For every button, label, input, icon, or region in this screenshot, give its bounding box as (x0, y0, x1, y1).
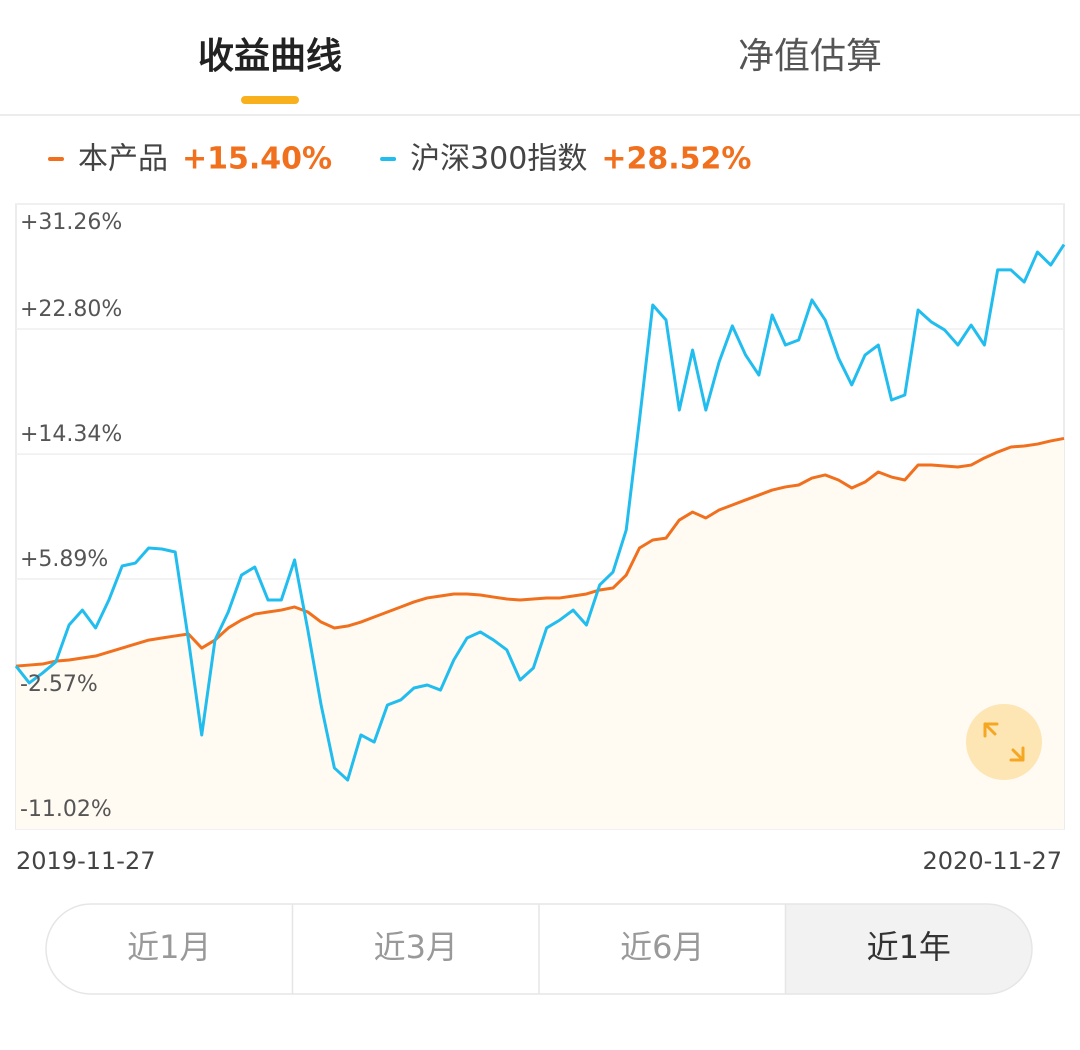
range-button[interactable]: 近6月 (538, 904, 786, 994)
legend-label: 本产品 (78, 142, 168, 177)
y-tick-label: +5.89% (20, 547, 108, 572)
tab-label: 净值估算 (738, 36, 882, 77)
y-tick-label: -11.02% (20, 797, 112, 822)
expand-button[interactable] (966, 704, 1042, 780)
y-tick-label: +31.26% (20, 210, 122, 235)
range-selector-border (45, 903, 1033, 995)
tab[interactable]: 收益曲线 (198, 36, 342, 104)
tab-indicator (241, 96, 299, 104)
range-button-label: 近3月 (374, 928, 458, 966)
legend-value: +15.40% (182, 142, 332, 177)
legend-value: +28.52% (601, 142, 751, 177)
expand-circle (966, 704, 1042, 780)
x-tick-label: 2019-11-27 (16, 847, 155, 875)
range-button-bg (46, 904, 293, 994)
series-line (14, 243, 1066, 782)
range-selector: 近1月 近3月 近6月 近1年 (46, 904, 1032, 994)
range-button-bg (539, 904, 786, 994)
legend-label: 沪深300指数 (410, 142, 587, 177)
plot-area (14, 203, 1066, 830)
x-tick-label: 2020-11-27 (923, 847, 1062, 875)
range-button[interactable]: 近1月 (46, 904, 293, 994)
tab[interactable]: 净值估算 (738, 36, 882, 77)
range-button[interactable]: 近3月 (291, 904, 540, 994)
legend-swatch (48, 157, 64, 161)
range-button-bg (785, 904, 1032, 994)
range-button-bg (292, 904, 539, 994)
tab-label: 收益曲线 (198, 36, 342, 77)
series-area (16, 438, 1064, 829)
legend-entry: 沪深300指数 +28.52% (380, 142, 751, 177)
range-button-label: 近6月 (620, 928, 704, 966)
y-tick-label: -2.57% (20, 672, 98, 697)
legend-entry: 本产品 +15.40% (48, 142, 332, 177)
range-button-label: 近1年 (867, 928, 951, 966)
range-button[interactable]: 近1年 (784, 904, 1033, 994)
expand-icon (983, 722, 1025, 762)
range-button-label: 近1月 (127, 928, 211, 966)
series-line (15, 436, 1065, 668)
y-tick-label: +22.80% (20, 297, 122, 322)
legend-swatch (380, 157, 397, 161)
y-tick-label: +14.34% (20, 422, 122, 447)
